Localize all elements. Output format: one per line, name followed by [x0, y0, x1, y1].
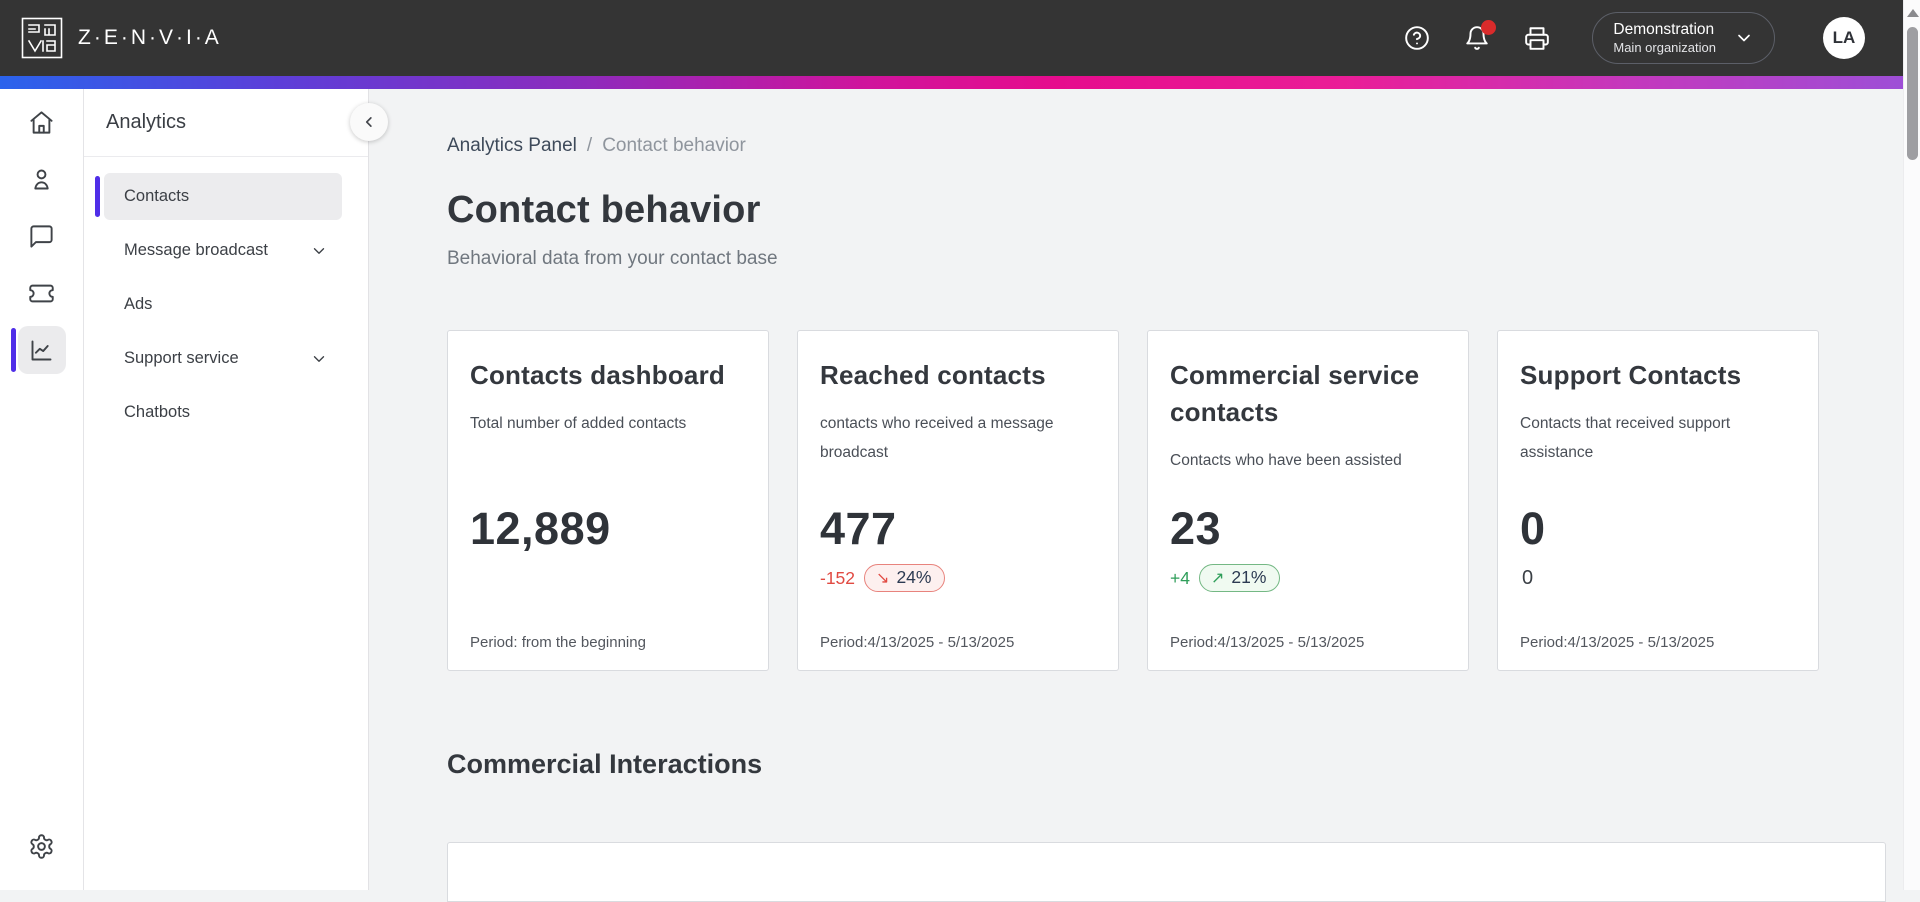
trend-badge: ↘ 24%: [864, 564, 946, 592]
card-commercial-service-contacts: Commercial service contacts Contacts who…: [1147, 330, 1469, 671]
organization-name: Demonstration: [1613, 21, 1715, 38]
page-title: Contact behavior: [447, 189, 761, 231]
help-icon[interactable]: [1404, 25, 1430, 51]
card-title: Support Contacts: [1520, 360, 1742, 390]
scrollbar-up-arrow[interactable]: [1907, 9, 1919, 17]
notification-badge: [1481, 20, 1497, 35]
sidebar-collapse-button[interactable]: [350, 103, 388, 141]
breadcrumb-analytics-panel[interactable]: Analytics Panel: [447, 135, 577, 156]
chevron-down-icon: [313, 355, 325, 362]
commercial-interactions-card-preview: [447, 842, 1886, 902]
section-title-commercial-interactions: Commercial Interactions: [447, 749, 763, 779]
card-period: Period:4/13/2025 - 5/13/2025: [1520, 634, 1715, 651]
user-avatar[interactable]: LA: [1823, 17, 1865, 59]
sidebar-item-support-service[interactable]: Support service: [104, 335, 342, 382]
zenvia-logo-icon: [21, 17, 63, 59]
trend-up-arrow-icon: ↗: [1210, 569, 1225, 587]
breadcrumb: Analytics Panel / Contact behavior: [447, 135, 1920, 157]
main-content: Analytics Panel / Contact behavior Conta…: [370, 89, 1920, 902]
brand-gradient-bar: [0, 76, 1920, 89]
page-scrollbar[interactable]: [1903, 0, 1920, 890]
notifications-bell-icon[interactable]: [1464, 20, 1497, 51]
sidebar-item-label: Message broadcast: [124, 241, 268, 259]
card-period: Period:4/13/2025 - 5/13/2025: [820, 634, 1015, 651]
settings-gear-icon[interactable]: [18, 822, 66, 870]
card-description: Contacts that received support assistanc…: [1520, 415, 1731, 461]
trend-percent: 24%: [896, 567, 932, 587]
sidebar-item-contacts[interactable]: Contacts: [95, 173, 342, 220]
sidebar-item-label: Support service: [124, 349, 239, 367]
card-period: Period: from the beginning: [470, 634, 646, 651]
nav-messages-icon[interactable]: [18, 212, 66, 260]
brand-text: Z·E·N·V·I·A: [78, 26, 222, 49]
sidebar-menu: Contacts Message broadcast Ads Support s…: [84, 157, 368, 436]
sidebar-divider: [84, 156, 368, 157]
kpi-cards-row: Contacts dashboard Total number of added…: [447, 330, 1920, 671]
scrollbar-thumb[interactable]: [1907, 27, 1918, 160]
sidebar-item-label: Ads: [124, 295, 153, 313]
card-title: Commercial service contacts: [1170, 360, 1420, 427]
card-secondary-value: 0: [1522, 567, 1534, 589]
topbar: Z·E·N·V·I·A Demonstration Main organizat…: [0, 0, 1920, 76]
card-delta-row: +4 ↗ 21%: [1170, 564, 1281, 592]
card-description: Total number of added contacts: [470, 415, 687, 432]
card-support-contacts: Support Contacts Contacts that received …: [1497, 330, 1819, 671]
trend-down-arrow-icon: ↘: [876, 569, 890, 587]
card-value: 477: [820, 503, 897, 554]
printer-icon[interactable]: [1524, 25, 1550, 51]
card-description: Contacts who have been assisted: [1170, 452, 1402, 469]
nav-contacts-icon[interactable]: [18, 155, 66, 203]
trend-badge: ↗ 21%: [1198, 564, 1281, 592]
chevron-left-icon: [365, 117, 372, 127]
icon-rail: [0, 89, 84, 890]
sidebar-panel: Analytics Contacts Message broadcast Ads…: [84, 89, 369, 890]
breadcrumb-current: Contact behavior: [602, 135, 746, 156]
card-value: 23: [1170, 503, 1222, 554]
sidebar-item-label: Chatbots: [124, 403, 191, 421]
sidebar-title: Analytics: [106, 111, 187, 133]
card-period: Period:4/13/2025 - 5/13/2025: [1170, 634, 1365, 651]
organization-subtitle: Main organization: [1613, 40, 1716, 55]
delta-value: +4: [1170, 567, 1190, 588]
sidebar-item-chatbots[interactable]: Chatbots: [104, 389, 342, 436]
page-subtitle: Behavioral data from your contact base: [447, 248, 778, 269]
nav-home-icon[interactable]: [18, 98, 66, 146]
card-title: Reached contacts: [820, 360, 1046, 390]
card-reached-contacts: Reached contacts contacts who received a…: [797, 330, 1119, 671]
card-value: 0: [1520, 503, 1546, 554]
organization-selector[interactable]: Demonstration Main organization: [1592, 12, 1775, 64]
chevron-down-icon: [313, 247, 325, 254]
trend-percent: 21%: [1231, 567, 1267, 587]
breadcrumb-separator: /: [586, 135, 593, 156]
chevron-down-icon: [1738, 34, 1750, 42]
card-contacts-dashboard: Contacts dashboard Total number of added…: [447, 330, 769, 671]
sidebar-item-label: Contacts: [124, 187, 190, 205]
card-delta-row: -152 ↘ 24%: [820, 564, 946, 592]
nav-ads-ticket-icon[interactable]: [18, 269, 66, 317]
sidebar-item-ads[interactable]: Ads: [104, 281, 342, 328]
zenvia-logo[interactable]: Z·E·N·V·I·A: [20, 16, 222, 60]
card-description: contacts who received a message broadcas…: [820, 415, 1054, 461]
sidebar-item-message-broadcast[interactable]: Message broadcast: [104, 227, 342, 274]
nav-analytics-icon[interactable]: [10, 326, 66, 374]
card-value: 12,889: [470, 503, 611, 554]
card-title: Contacts dashboard: [470, 360, 725, 390]
delta-value: -152: [820, 567, 856, 588]
